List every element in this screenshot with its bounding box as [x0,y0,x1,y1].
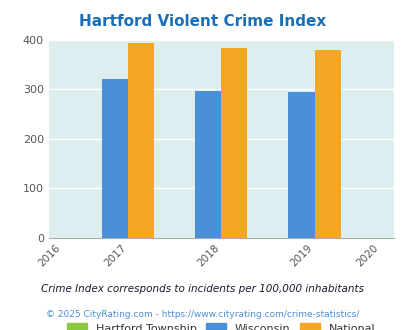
Bar [314,50,340,238]
Text: Crime Index corresponds to incidents per 100,000 inhabitants: Crime Index corresponds to incidents per… [41,284,364,294]
Text: © 2025 CityRating.com - https://www.cityrating.com/crime-statistics/: © 2025 CityRating.com - https://www.city… [46,310,359,319]
Bar [288,92,314,238]
Text: Hartford Violent Crime Index: Hartford Violent Crime Index [79,14,326,29]
Legend: Hartford Township, Wisconsin, National: Hartford Township, Wisconsin, National [63,318,379,330]
Bar [128,43,154,238]
Bar [195,91,221,238]
Bar [102,79,128,238]
Bar [221,48,247,238]
